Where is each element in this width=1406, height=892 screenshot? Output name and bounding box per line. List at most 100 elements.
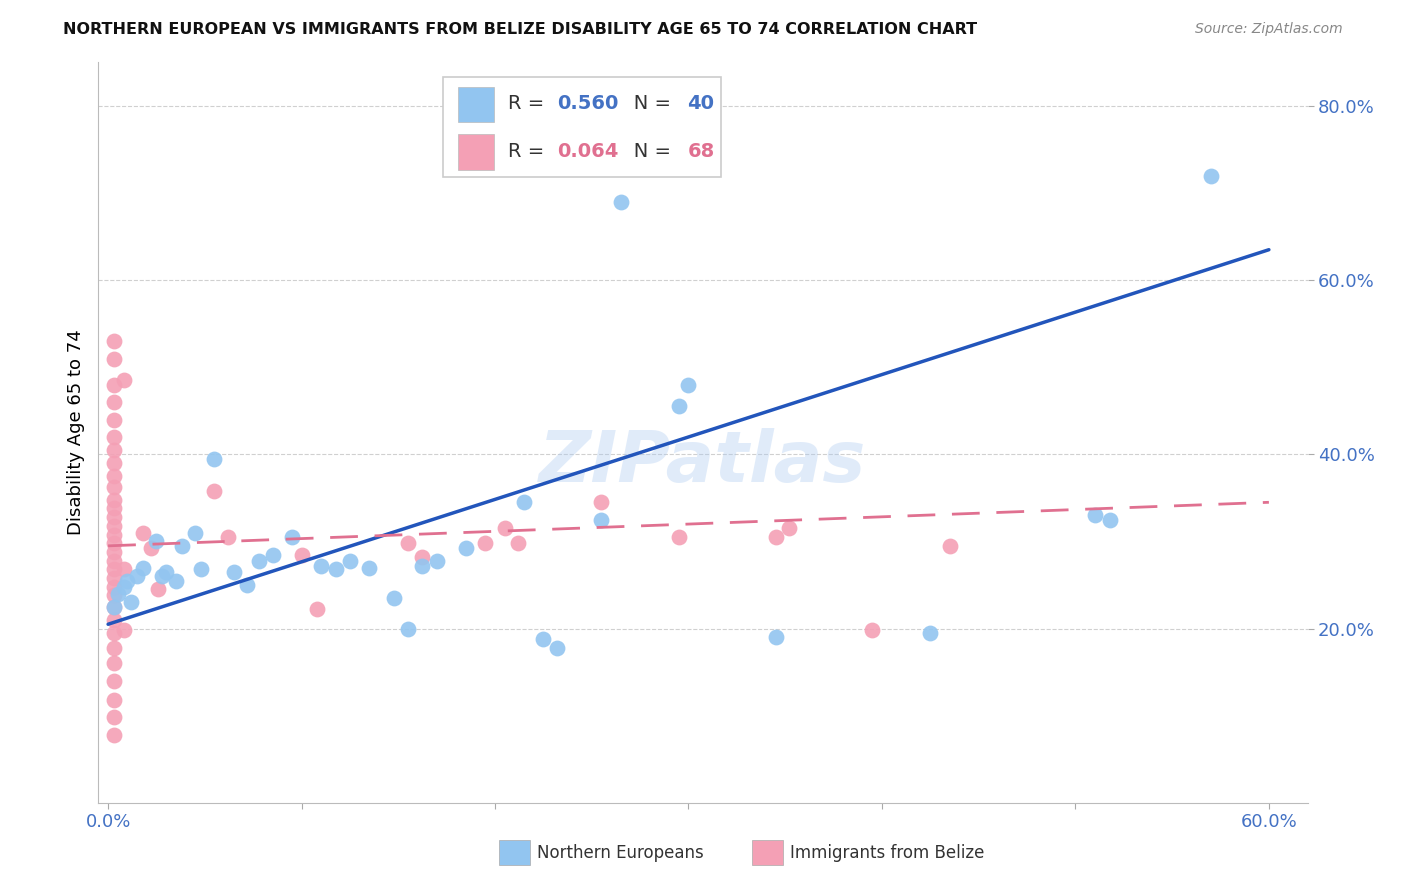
Point	[150, 569, 173, 583]
Point	[396, 622, 419, 636]
Point	[1084, 508, 1107, 523]
Point	[103, 334, 125, 348]
Point	[494, 521, 516, 535]
Point	[139, 541, 162, 556]
Text: N =: N =	[614, 94, 676, 113]
Y-axis label: Disability Age 65 to 74: Disability Age 65 to 74	[66, 330, 84, 535]
Point	[103, 443, 125, 458]
Point	[103, 599, 125, 614]
Point	[103, 562, 125, 576]
Point	[112, 562, 135, 576]
Point	[247, 554, 270, 568]
Point	[170, 539, 193, 553]
Text: NORTHERN EUROPEAN VS IMMIGRANTS FROM BELIZE DISABILITY AGE 65 TO 74 CORRELATION : NORTHERN EUROPEAN VS IMMIGRANTS FROM BEL…	[63, 22, 977, 37]
Point	[765, 530, 787, 544]
Point	[103, 657, 125, 671]
Text: R =: R =	[509, 142, 551, 161]
Point	[103, 510, 125, 524]
FancyBboxPatch shape	[443, 78, 721, 178]
Point	[396, 536, 419, 550]
Point	[103, 469, 125, 483]
Point	[610, 194, 633, 209]
Point	[204, 451, 226, 466]
Point	[222, 565, 245, 579]
Point	[165, 574, 187, 588]
Point	[325, 562, 347, 576]
Point	[531, 632, 554, 646]
Point	[112, 580, 135, 594]
Point	[107, 587, 129, 601]
Point	[103, 456, 125, 470]
Point	[103, 589, 125, 603]
Point	[103, 626, 125, 640]
Text: R =: R =	[509, 94, 551, 113]
Point	[860, 624, 883, 638]
Point	[148, 582, 170, 597]
Point	[513, 495, 536, 509]
Text: Immigrants from Belize: Immigrants from Belize	[790, 844, 984, 862]
Point	[1199, 169, 1222, 183]
Point	[112, 624, 135, 638]
Point	[103, 545, 125, 559]
Point	[103, 599, 125, 614]
Point	[190, 562, 212, 576]
Point	[217, 530, 239, 544]
Point	[384, 591, 406, 606]
Point	[290, 548, 312, 562]
Point	[204, 483, 226, 498]
Point	[591, 513, 613, 527]
Point	[103, 430, 125, 444]
Text: Source: ZipAtlas.com: Source: ZipAtlas.com	[1195, 22, 1343, 37]
Point	[103, 673, 125, 688]
Point	[103, 728, 125, 742]
Point	[103, 536, 125, 550]
Point	[103, 412, 125, 426]
Point	[145, 534, 167, 549]
Point	[120, 595, 142, 609]
Point	[184, 525, 207, 540]
Text: Northern Europeans: Northern Europeans	[537, 844, 704, 862]
Point	[103, 693, 125, 707]
Point	[309, 558, 332, 573]
Point	[546, 640, 568, 655]
Point	[103, 710, 125, 724]
Bar	[457, 87, 494, 122]
Point	[103, 481, 125, 495]
Text: N =: N =	[614, 142, 676, 161]
Text: 40: 40	[688, 94, 714, 113]
Point	[426, 554, 449, 568]
Point	[127, 569, 149, 583]
Point	[132, 560, 155, 574]
Point	[474, 536, 496, 550]
Point	[103, 518, 125, 533]
Point	[103, 554, 125, 568]
Point	[103, 351, 125, 366]
Point	[155, 565, 177, 579]
Point	[778, 521, 800, 535]
Point	[1099, 513, 1122, 527]
Bar	[457, 135, 494, 170]
Point	[103, 395, 125, 409]
Point	[262, 548, 284, 562]
Point	[112, 373, 135, 387]
Point	[103, 377, 125, 392]
Point	[668, 530, 690, 544]
Point	[454, 541, 477, 556]
Point	[339, 554, 361, 568]
Point	[305, 602, 328, 616]
Point	[103, 613, 125, 627]
Point	[103, 492, 125, 507]
Point	[411, 550, 433, 565]
Point	[678, 377, 700, 392]
Point	[281, 530, 304, 544]
Point	[359, 560, 381, 574]
Point	[103, 640, 125, 655]
Point	[920, 626, 942, 640]
Point	[103, 571, 125, 585]
Point	[591, 495, 613, 509]
Point	[103, 580, 125, 594]
Point	[236, 578, 259, 592]
Point	[132, 525, 155, 540]
Point	[103, 527, 125, 541]
Text: ZIPatlas: ZIPatlas	[540, 428, 866, 497]
